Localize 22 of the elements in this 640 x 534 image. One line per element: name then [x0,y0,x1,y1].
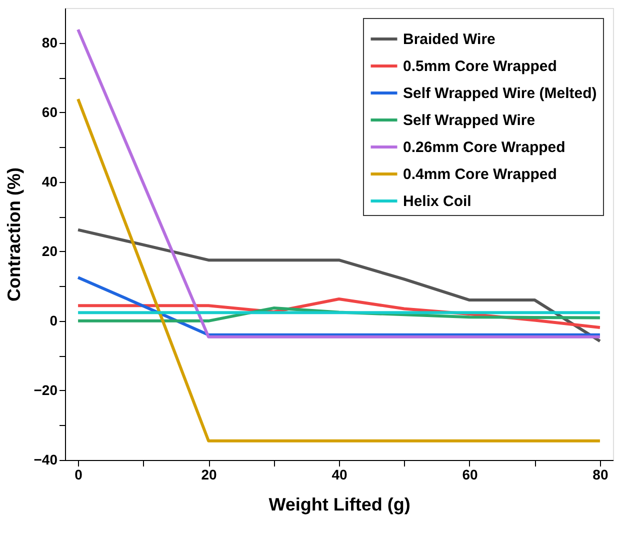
legend-label: 0.4mm Core Wrapped [403,166,557,183]
legend-label: Helix Coil [403,193,472,210]
y-tick-label: 20 [42,242,58,259]
x-tick-label: 60 [462,466,478,482]
y-axis-title: Contraction (%) [4,168,24,302]
line-series [76,228,602,343]
y-tick-label: 0 [50,312,58,328]
legend-label: Self Wrapped Wire [403,112,536,129]
legend-label: 0.26mm Core Wrapped [403,139,566,156]
y-tick-label: 40 [42,173,58,190]
y-tick-label: 60 [42,104,58,120]
x-tick-label: 80 [592,466,608,482]
y-tick-label: −40 [34,452,58,468]
legend-label: 0.5mm Core Wrapped [403,58,557,75]
x-tick-label: 20 [201,466,218,482]
x-tick-label: 40 [332,466,348,482]
x-tick-label: 0 [74,466,83,482]
y-tick-label: −20 [34,382,58,398]
y-tick-label: 80 [42,34,58,50]
legend-label: Self Wrapped Wire (Melted) [403,85,597,102]
x-axis-title: Weight Lifted (g) [268,494,410,514]
legend-label: Braided Wire [403,31,496,48]
